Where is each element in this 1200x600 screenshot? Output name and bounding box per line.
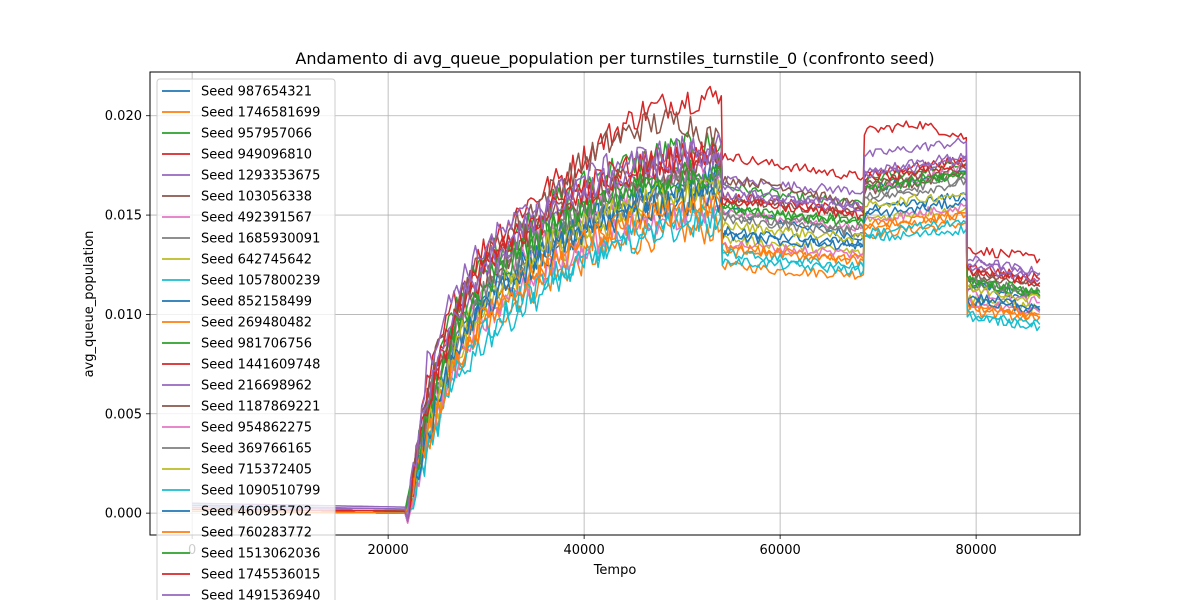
legend-label: Seed 949096810 bbox=[201, 148, 312, 163]
legend-label: Seed 1057800239 bbox=[201, 274, 320, 289]
legend-label: Seed 1293353675 bbox=[201, 169, 320, 184]
legend-label: Seed 1685930091 bbox=[201, 232, 320, 247]
x-tick-label: 20000 bbox=[367, 543, 408, 558]
legend-label: Seed 760283772 bbox=[201, 526, 312, 541]
y-tick-label: 0.015 bbox=[105, 209, 142, 224]
legend-label: Seed 1745536015 bbox=[201, 568, 320, 583]
legend-label: Seed 981706756 bbox=[201, 337, 312, 352]
y-axis-label: avg_queue_population bbox=[82, 231, 97, 378]
x-tick-label: 60000 bbox=[759, 543, 800, 558]
legend-label: Seed 103056338 bbox=[201, 190, 312, 205]
x-axis-label: Tempo bbox=[593, 563, 637, 578]
legend-box bbox=[156, 78, 336, 600]
legend-label: Seed 216698962 bbox=[201, 379, 312, 394]
legend-label: Seed 642745642 bbox=[201, 253, 312, 268]
chart-title: Andamento di avg_queue_population per tu… bbox=[295, 49, 934, 69]
legend-label: Seed 460955702 bbox=[201, 505, 312, 520]
y-axis-ticks: 0.000 0.005 0.010 0.015 0.020 bbox=[105, 109, 150, 522]
y-tick-label: 0.020 bbox=[105, 109, 142, 124]
legend: Seed 987654321 Seed 1746581699 Seed 957957… bbox=[156, 78, 336, 600]
legend-label: Seed 1746581699 bbox=[201, 106, 320, 121]
legend-label: Seed 369766165 bbox=[201, 442, 312, 457]
legend-label: Seed 987654321 bbox=[201, 85, 312, 100]
plot-frame bbox=[149, 71, 1081, 536]
legend-label: Seed 1491536940 bbox=[201, 589, 320, 600]
y-tick-label: 0.000 bbox=[105, 507, 142, 522]
legend-label: Seed 957957066 bbox=[201, 127, 312, 142]
y-tick-label: 0.005 bbox=[105, 407, 142, 422]
legend-label: Seed 1187869221 bbox=[201, 400, 320, 415]
y-tick-label: 0.010 bbox=[105, 308, 142, 323]
legend-label: Seed 1513062036 bbox=[201, 547, 320, 562]
legend-label: Seed 954862275 bbox=[201, 421, 312, 436]
legend-label: Seed 1090510799 bbox=[201, 484, 320, 499]
x-axis-ticks: 020000400006000080000 bbox=[188, 535, 997, 558]
legend-label: Seed 852158499 bbox=[201, 295, 312, 310]
legend-label: Seed 715372405 bbox=[201, 463, 312, 478]
x-tick-label: 40000 bbox=[563, 543, 604, 558]
legend-label: Seed 492391567 bbox=[201, 211, 312, 226]
legend-label: Seed 269480482 bbox=[201, 316, 312, 331]
legend-label: Seed 1441609748 bbox=[201, 358, 320, 373]
x-tick-label: 80000 bbox=[955, 543, 996, 558]
